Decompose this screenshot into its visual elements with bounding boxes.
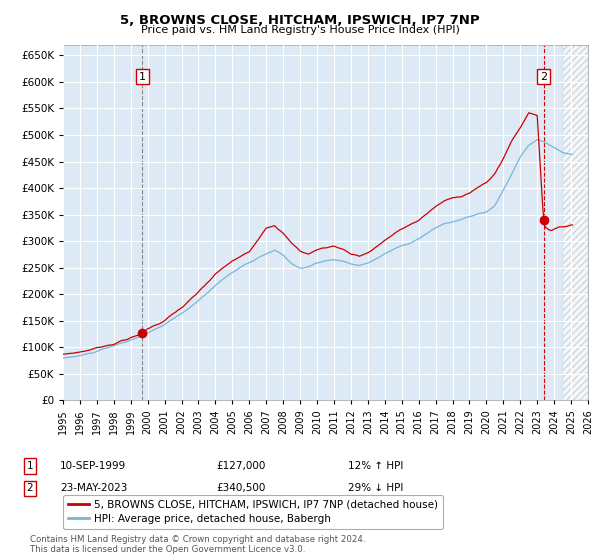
Text: 10-SEP-1999: 10-SEP-1999 [60, 461, 126, 471]
Text: 23-MAY-2023: 23-MAY-2023 [60, 483, 127, 493]
Text: 2: 2 [540, 72, 547, 82]
Text: 29% ↓ HPI: 29% ↓ HPI [348, 483, 403, 493]
Text: 12% ↑ HPI: 12% ↑ HPI [348, 461, 403, 471]
Text: 2: 2 [26, 483, 34, 493]
Text: 5, BROWNS CLOSE, HITCHAM, IPSWICH, IP7 7NP: 5, BROWNS CLOSE, HITCHAM, IPSWICH, IP7 7… [120, 14, 480, 27]
Text: £127,000: £127,000 [216, 461, 265, 471]
Text: 1: 1 [139, 72, 146, 82]
Text: Price paid vs. HM Land Registry's House Price Index (HPI): Price paid vs. HM Land Registry's House … [140, 25, 460, 35]
Bar [563, 45, 588, 400]
Bar [563, 45, 588, 400]
Text: 1: 1 [26, 461, 34, 471]
Text: Contains HM Land Registry data © Crown copyright and database right 2024.
This d: Contains HM Land Registry data © Crown c… [30, 535, 365, 554]
Legend: 5, BROWNS CLOSE, HITCHAM, IPSWICH, IP7 7NP (detached house), HPI: Average price,: 5, BROWNS CLOSE, HITCHAM, IPSWICH, IP7 7… [63, 494, 443, 529]
Text: £340,500: £340,500 [216, 483, 265, 493]
